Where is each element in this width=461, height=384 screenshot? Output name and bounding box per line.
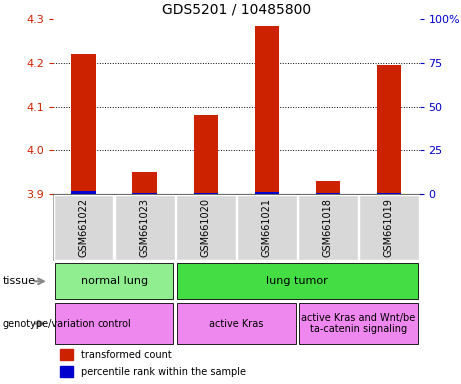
Text: transformed count: transformed count [81, 349, 171, 359]
Bar [377, 193, 401, 194]
Text: normal lung: normal lung [81, 276, 148, 286]
Bar [298, 195, 358, 260]
Bar [115, 195, 175, 260]
Text: GSM661019: GSM661019 [384, 198, 394, 257]
Text: tissue: tissue [2, 276, 35, 286]
Bar [176, 195, 236, 260]
Bar [71, 191, 96, 194]
Bar [177, 263, 418, 300]
Bar [53, 195, 113, 260]
Text: GSM661023: GSM661023 [140, 198, 150, 257]
Text: lung tumor: lung tumor [266, 276, 328, 286]
Bar [60, 366, 73, 377]
Title: GDS5201 / 10485800: GDS5201 / 10485800 [162, 3, 311, 17]
Text: GSM661018: GSM661018 [323, 198, 333, 257]
Bar [316, 193, 340, 194]
Text: percentile rank within the sample: percentile rank within the sample [81, 367, 246, 377]
Text: GSM661022: GSM661022 [78, 198, 89, 257]
Text: genotype/variation: genotype/variation [2, 318, 95, 329]
Text: GSM661020: GSM661020 [201, 198, 211, 257]
Text: GSM661021: GSM661021 [262, 198, 272, 257]
Bar [299, 303, 418, 344]
Bar [377, 65, 401, 194]
Text: control: control [97, 318, 131, 329]
Bar [53, 194, 420, 261]
Bar [55, 303, 173, 344]
Bar [316, 181, 340, 194]
Bar [55, 263, 173, 300]
Bar [254, 26, 279, 194]
Bar [60, 349, 73, 360]
Bar [132, 172, 157, 194]
Text: active Kras and Wnt/be
ta-catenin signaling: active Kras and Wnt/be ta-catenin signal… [301, 313, 415, 334]
Bar [177, 303, 296, 344]
Bar [194, 115, 218, 194]
Bar [71, 54, 96, 194]
Bar [194, 193, 218, 194]
Bar [132, 193, 157, 194]
Bar [359, 195, 419, 260]
Bar [254, 192, 279, 194]
Text: active Kras: active Kras [209, 318, 263, 329]
Bar [237, 195, 297, 260]
